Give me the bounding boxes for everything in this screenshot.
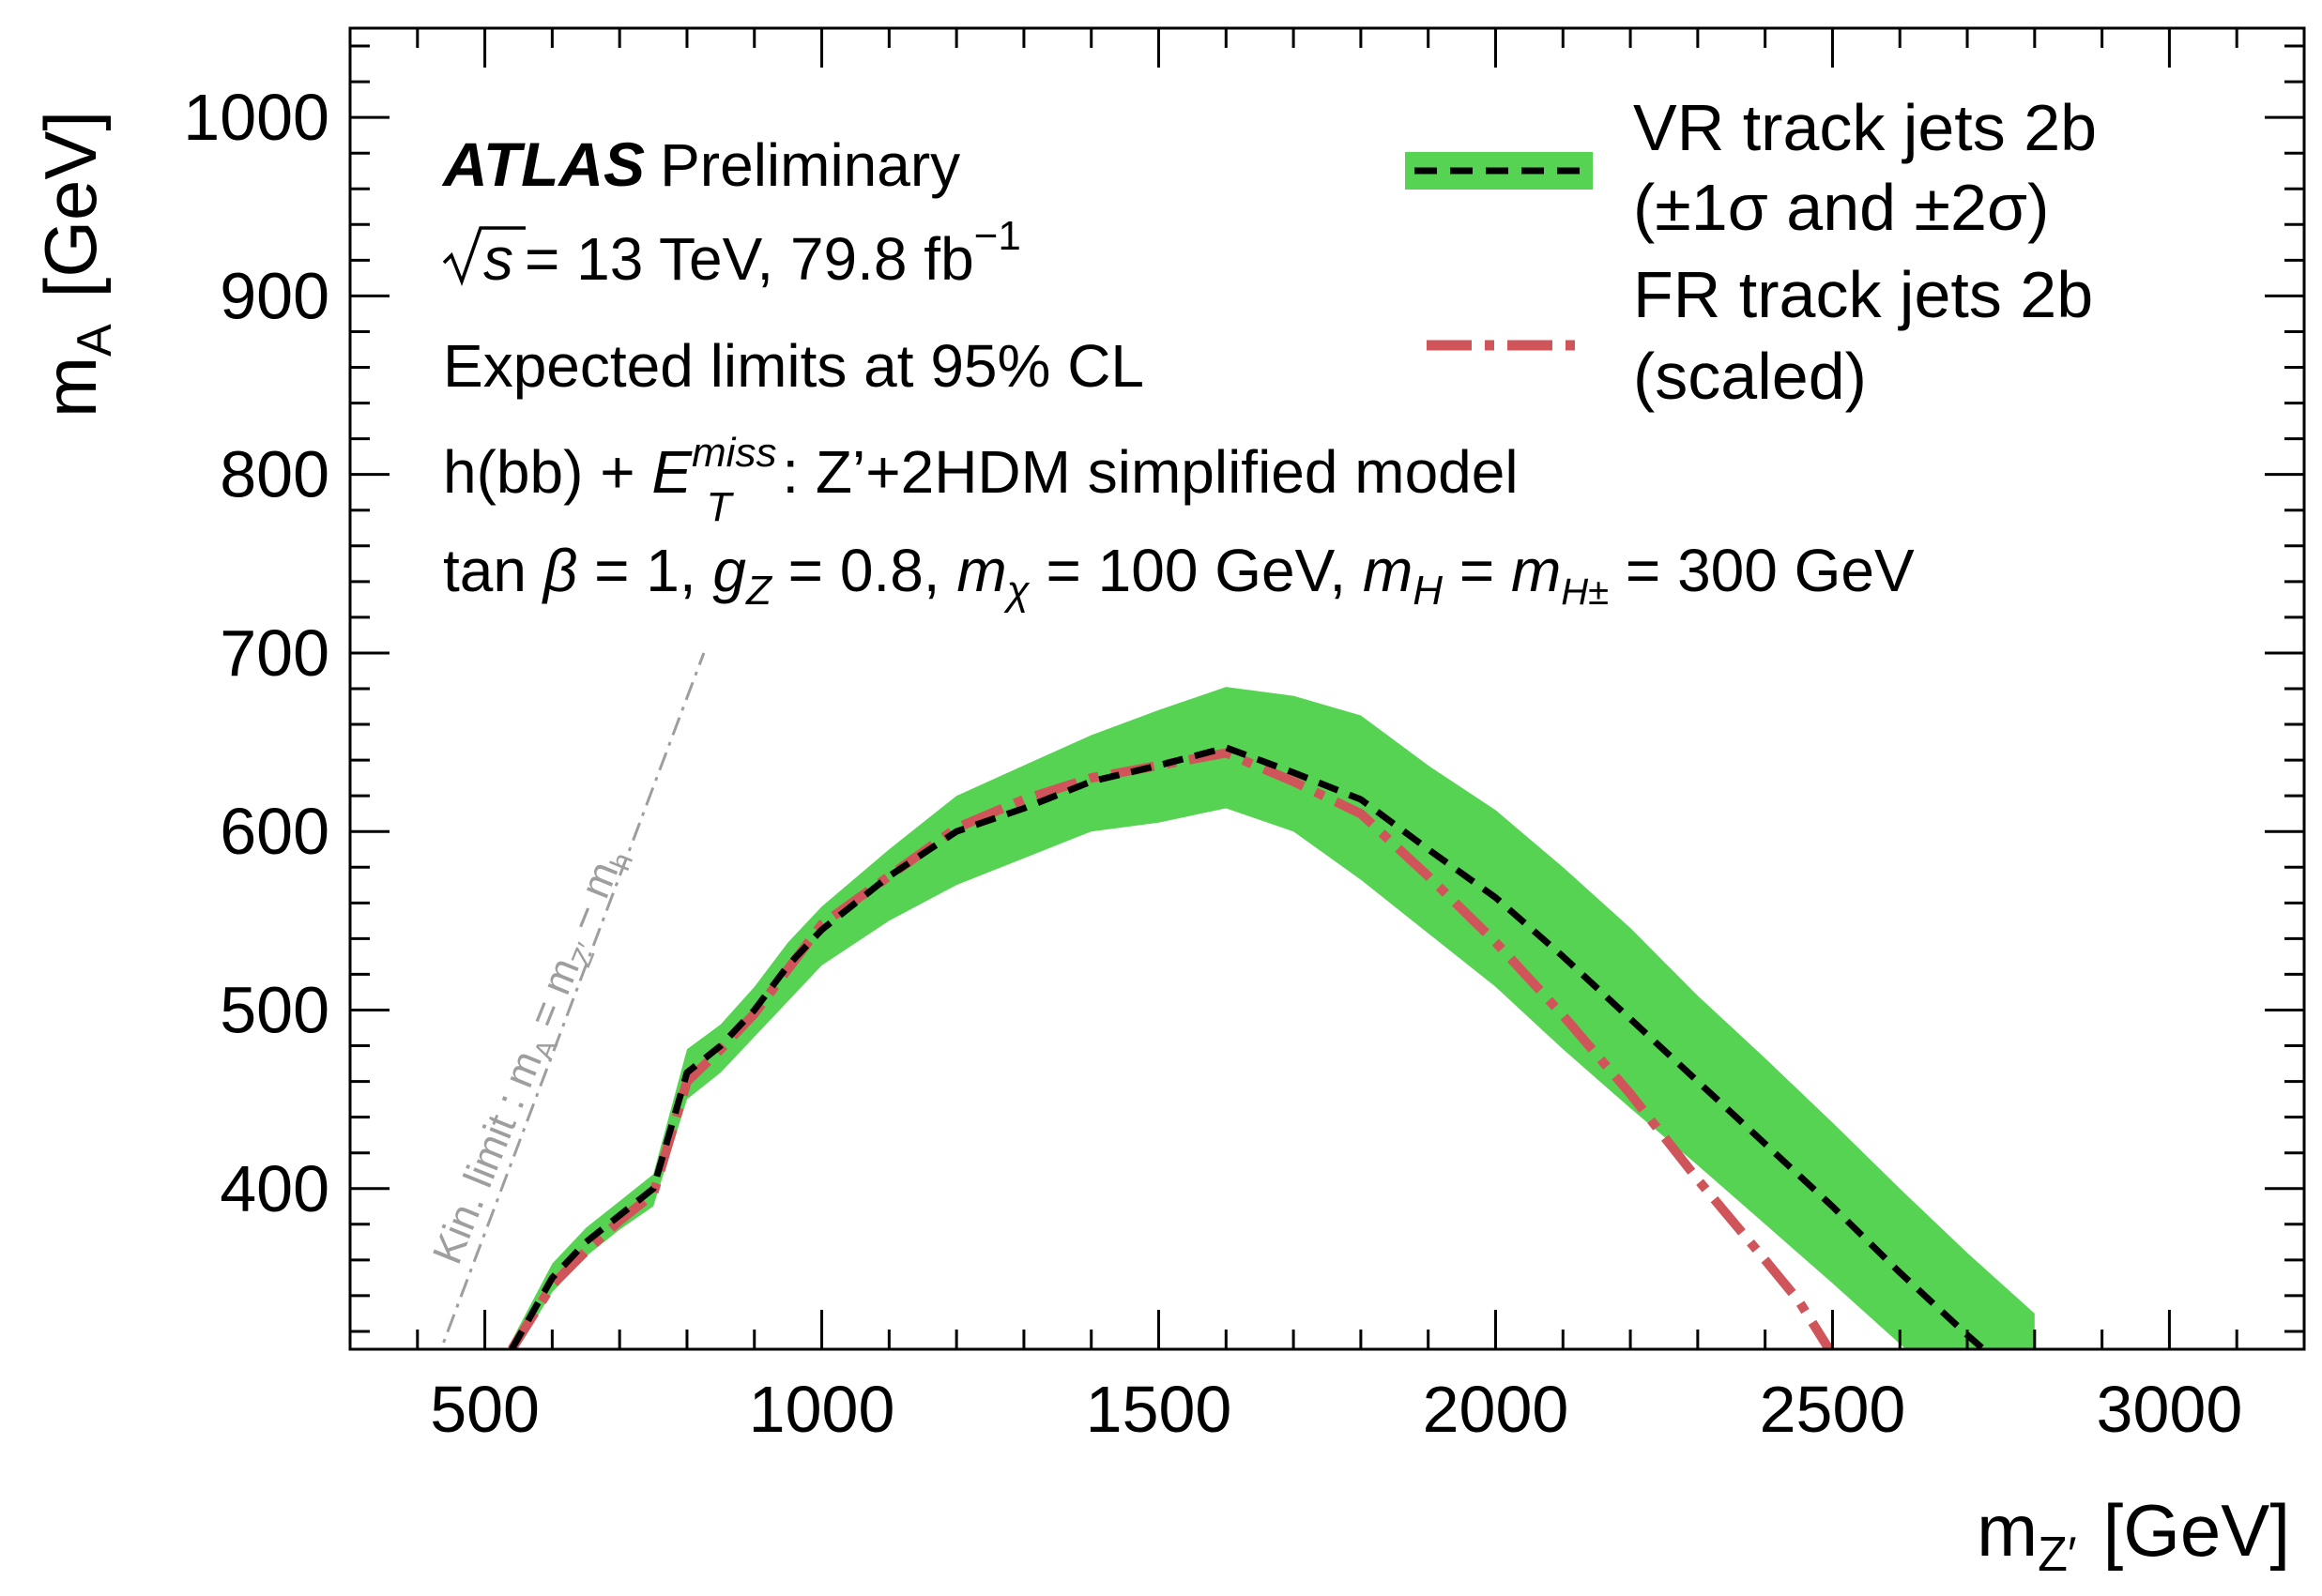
legend-fr-label: FR track jets 2b — [1633, 258, 2093, 331]
legend-vr-note: (±1σ and ±2σ) — [1633, 171, 2049, 244]
params-3: = 100 GeV, — [1030, 537, 1363, 604]
atlas-label: ATLAS Preliminary — [441, 129, 960, 199]
model-E: E — [651, 438, 693, 506]
x-tick-label: 500 — [430, 1373, 540, 1446]
expected-limits-label: Expected limits at 95% CL — [443, 332, 1144, 400]
kin-limit-label: Kin. limit : mA = mZ′ − mh — [424, 841, 639, 1272]
params-1: = 1, — [577, 537, 712, 604]
model-E-sub: T — [706, 484, 734, 530]
fr-expected-line — [508, 748, 1835, 1349]
params-mH: m — [1363, 537, 1413, 604]
y-axis-title-sub: A — [68, 324, 122, 357]
params-mchi-sub: χ — [1003, 568, 1031, 614]
model-label: h(bb) + Emiss T : Z’+2HDM simplified model — [443, 430, 1519, 530]
legend: VR track jets 2b (±1σ and ±2σ) FR track … — [1405, 91, 2097, 413]
y-axis-title-unit: [GeV] — [29, 111, 112, 297]
y-tick-label: 500 — [220, 973, 329, 1046]
kin-text-c: − m — [555, 856, 628, 949]
vr-uncertainty-band — [512, 687, 2035, 1349]
params-mH-sub: H — [1413, 568, 1443, 614]
y-tick-label: 1000 — [183, 81, 329, 154]
model-prefix: h(bb) + — [443, 438, 651, 506]
params-4: = — [1443, 537, 1511, 604]
energy-lumi-label: s = 13 TeV, 79.8 fb−1 — [442, 213, 1021, 293]
y-tick-label: 700 — [220, 616, 329, 690]
energy-lumi-text: = 13 TeV, 79.8 fb — [525, 225, 974, 293]
lumi-exponent: −1 — [974, 213, 1021, 259]
y-tick-label: 800 — [220, 438, 329, 511]
svg-text:s= 13 TeV, 79.8 fb−1: s = 13 TeV, 79.8 fb−1 — [483, 213, 1021, 293]
y-tick-label: 600 — [220, 795, 329, 868]
preliminary-word: Preliminary — [660, 131, 960, 199]
params-g: g — [712, 537, 746, 604]
y-axis-title-m: m — [29, 357, 112, 418]
x-tick-label: 2500 — [1760, 1373, 1906, 1446]
x-tick-label: 1500 — [1086, 1373, 1232, 1446]
atlas-word: ATLAS — [441, 129, 645, 199]
sqrt-s: s — [483, 225, 513, 293]
params-mchi: m — [956, 537, 1006, 604]
model-E-sup: miss — [692, 430, 776, 476]
params-label: tan β = 1, gZ = 0.8, mχ = 100 GeV, mH = … — [443, 537, 1915, 614]
svg-text:Kin. limit : mA = mZ′ − mh: Kin. limit : mA = mZ′ − mh — [424, 841, 639, 1272]
kin-text-b: = m — [515, 951, 588, 1044]
x-tick-label: 2000 — [1423, 1373, 1569, 1446]
y-tick-label: 900 — [220, 259, 329, 332]
plot-area — [439, 652, 2035, 1349]
y-axis-title: mA [GeV] — [29, 111, 122, 418]
legend-fr-note: (scaled) — [1633, 340, 1867, 413]
sqrt-symbol — [442, 226, 526, 287]
model-suffix: : Z’+2HDM simplified model — [782, 438, 1518, 506]
params-tan: tan — [443, 537, 543, 604]
legend-vr-label: VR track jets 2b — [1633, 91, 2097, 164]
x-axis-title-unit: [GeV] — [2103, 1489, 2290, 1572]
params-beta: β — [542, 537, 578, 604]
x-tick-label: 3000 — [2097, 1373, 2243, 1446]
params-2: = 0.8, — [771, 537, 956, 604]
params-5: = 300 GeV — [1609, 537, 1915, 604]
x-tick-label: 1000 — [749, 1373, 895, 1446]
params-mHpm-sub: H± — [1561, 571, 1609, 613]
x-axis-title-m: m — [1977, 1489, 2038, 1572]
kin-text-a: Kin. limit : m — [424, 1044, 551, 1269]
x-axis-title-sub: Z′ — [2038, 1528, 2077, 1582]
y-tick-label: 400 — [220, 1152, 329, 1225]
params-g-sub: Z — [745, 568, 773, 614]
kin-limit-line — [439, 652, 706, 1349]
params-mHpm: m — [1511, 537, 1561, 604]
vr-expected-line — [509, 744, 1989, 1349]
x-axis-title: mZ′ [GeV] — [1977, 1489, 2290, 1582]
